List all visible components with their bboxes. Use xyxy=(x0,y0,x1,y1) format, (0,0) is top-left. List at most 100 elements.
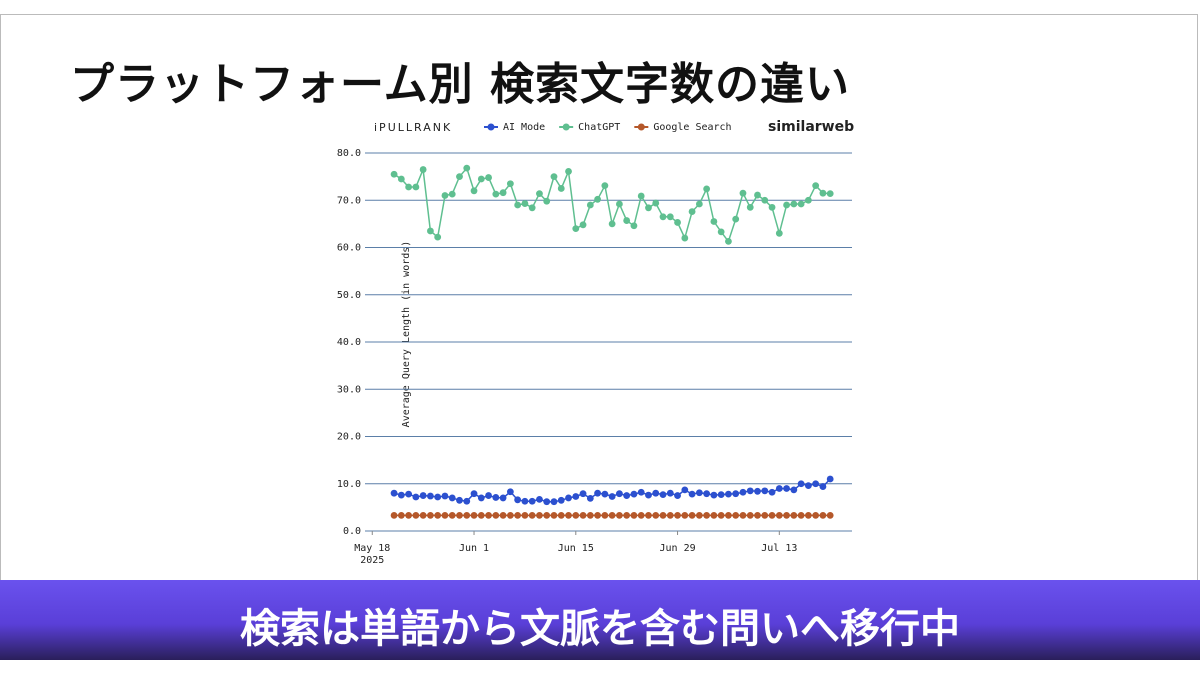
data-point xyxy=(637,512,645,519)
data-point xyxy=(463,164,471,172)
y-tick-label: 0.0 xyxy=(343,526,361,537)
data-point xyxy=(616,200,623,208)
data-point xyxy=(434,233,442,241)
data-point xyxy=(739,488,747,496)
y-tick-label: 50.0 xyxy=(337,290,361,301)
data-point xyxy=(405,512,413,519)
legend-swatch-dot xyxy=(637,123,645,131)
data-point xyxy=(681,486,689,494)
data-point xyxy=(819,189,827,197)
data-point xyxy=(775,229,783,237)
data-point xyxy=(412,183,420,191)
data-point xyxy=(630,222,638,230)
legend-label: AI Mode xyxy=(503,122,545,133)
data-point xyxy=(601,182,609,190)
data-point xyxy=(717,512,725,519)
data-point xyxy=(783,485,790,492)
data-point xyxy=(812,480,820,488)
data-point xyxy=(456,496,463,504)
data-point xyxy=(666,512,674,519)
y-tick-label: 30.0 xyxy=(337,384,361,395)
data-point xyxy=(506,180,514,188)
data-point xyxy=(666,213,674,221)
data-point xyxy=(819,512,827,519)
data-point xyxy=(681,512,689,519)
data-point xyxy=(608,512,616,519)
data-point xyxy=(623,512,631,519)
data-point xyxy=(405,490,413,498)
data-point xyxy=(819,483,827,490)
data-point xyxy=(463,512,471,519)
data-point xyxy=(594,489,601,497)
data-point xyxy=(659,491,667,499)
data-point xyxy=(768,488,776,496)
data-point xyxy=(797,200,805,208)
data-point xyxy=(790,512,798,519)
data-point xyxy=(746,512,754,519)
data-point xyxy=(768,203,776,211)
y-tick-label: 70.0 xyxy=(337,195,361,206)
data-point xyxy=(485,492,492,499)
data-point xyxy=(746,203,754,211)
data-point xyxy=(674,492,681,499)
legend-label: Google Search xyxy=(653,122,731,133)
x-tick-label: Jul 13 xyxy=(761,543,797,554)
data-point xyxy=(804,482,812,490)
data-point xyxy=(645,204,652,212)
data-point xyxy=(557,512,565,519)
data-point xyxy=(514,512,522,519)
x-tick-sublabel: 2025 xyxy=(360,555,384,566)
data-point xyxy=(601,490,609,498)
data-point xyxy=(659,512,667,519)
data-point xyxy=(477,494,485,502)
data-point xyxy=(695,512,703,519)
data-point xyxy=(790,486,798,494)
y-tick-label: 10.0 xyxy=(337,479,361,490)
data-point xyxy=(397,175,405,183)
data-point xyxy=(761,196,769,204)
data-point xyxy=(812,182,820,190)
data-point xyxy=(710,218,718,225)
data-point xyxy=(492,512,500,519)
data-point xyxy=(397,491,405,499)
logo-left: iPULLRANK xyxy=(374,121,452,134)
data-point xyxy=(485,512,492,519)
data-point xyxy=(499,494,507,502)
y-tick-label: 80.0 xyxy=(337,148,361,159)
data-point xyxy=(775,485,783,492)
data-point xyxy=(688,490,696,498)
data-point xyxy=(725,512,732,519)
data-point xyxy=(645,491,652,499)
y-tick-label: 20.0 xyxy=(337,432,361,443)
data-point xyxy=(470,512,478,519)
data-point xyxy=(521,200,529,207)
data-point xyxy=(477,175,485,183)
data-point xyxy=(616,490,623,498)
y-tick-label: 40.0 xyxy=(337,337,361,348)
y-axis-label: Average Query Length (in words) xyxy=(401,241,412,428)
data-point xyxy=(543,512,551,519)
data-point xyxy=(521,512,529,519)
data-point xyxy=(572,493,580,500)
data-point xyxy=(797,512,805,519)
data-point xyxy=(594,512,601,519)
data-point xyxy=(826,475,834,483)
data-point xyxy=(768,512,776,519)
data-point xyxy=(390,489,398,497)
data-point xyxy=(412,512,420,519)
data-point xyxy=(448,512,456,519)
data-point xyxy=(826,190,834,198)
data-point xyxy=(448,190,456,198)
data-point xyxy=(725,490,732,498)
data-point xyxy=(804,196,812,204)
data-point xyxy=(521,497,529,505)
data-point xyxy=(783,201,790,209)
data-point xyxy=(812,512,820,519)
data-point xyxy=(608,493,616,500)
data-point xyxy=(652,199,660,207)
data-point xyxy=(536,512,543,519)
data-point xyxy=(754,191,761,199)
data-point xyxy=(543,197,551,205)
data-point xyxy=(754,512,761,519)
data-point xyxy=(565,168,572,175)
